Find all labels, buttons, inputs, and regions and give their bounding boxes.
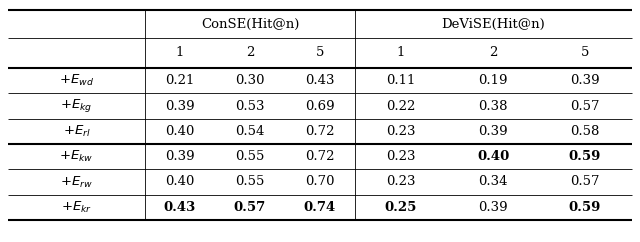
- Text: 0.39: 0.39: [478, 125, 508, 138]
- Text: $+E_{kg}$: $+E_{kg}$: [60, 98, 93, 114]
- Text: 0.57: 0.57: [570, 99, 600, 113]
- Text: 0.39: 0.39: [165, 99, 195, 113]
- Text: 0.58: 0.58: [570, 125, 600, 138]
- Text: 0.59: 0.59: [569, 201, 601, 214]
- Text: 0.43: 0.43: [164, 201, 196, 214]
- Text: 0.57: 0.57: [234, 201, 266, 214]
- Text: 0.30: 0.30: [236, 74, 265, 87]
- Text: 0.34: 0.34: [478, 175, 508, 189]
- Text: 2: 2: [246, 46, 254, 60]
- Text: 0.74: 0.74: [304, 201, 336, 214]
- Text: 1: 1: [176, 46, 184, 60]
- Text: 0.72: 0.72: [305, 125, 335, 138]
- Text: $+E_{wd}$: $+E_{wd}$: [59, 73, 94, 88]
- Text: 0.70: 0.70: [305, 175, 335, 189]
- Text: 0.39: 0.39: [165, 150, 195, 163]
- Text: 0.23: 0.23: [387, 125, 416, 138]
- Text: ConSE(Hit@n): ConSE(Hit@n): [201, 17, 299, 30]
- Text: 0.40: 0.40: [165, 125, 195, 138]
- Text: 1: 1: [397, 46, 405, 60]
- Text: 5: 5: [316, 46, 324, 60]
- Text: 0.11: 0.11: [387, 74, 416, 87]
- Text: $+E_{kr}$: $+E_{kr}$: [61, 200, 92, 215]
- Text: 0.72: 0.72: [305, 150, 335, 163]
- Text: $+E_{kw}$: $+E_{kw}$: [60, 149, 93, 164]
- Text: 0.53: 0.53: [236, 99, 265, 113]
- Text: 0.55: 0.55: [236, 175, 265, 189]
- Text: 0.54: 0.54: [236, 125, 265, 138]
- Text: 0.40: 0.40: [477, 150, 509, 163]
- Text: $+E_{rl}$: $+E_{rl}$: [63, 124, 90, 139]
- Text: 0.59: 0.59: [569, 150, 601, 163]
- Text: 0.21: 0.21: [165, 74, 195, 87]
- Text: 0.23: 0.23: [387, 175, 416, 189]
- Text: 0.22: 0.22: [387, 99, 416, 113]
- Text: DeViSE(Hit@n): DeViSE(Hit@n): [442, 17, 545, 30]
- Text: 0.39: 0.39: [570, 74, 600, 87]
- Text: $+E_{rw}$: $+E_{rw}$: [60, 174, 93, 189]
- Text: 0.19: 0.19: [478, 74, 508, 87]
- Text: 5: 5: [581, 46, 589, 60]
- Text: 0.25: 0.25: [385, 201, 417, 214]
- Text: 0.38: 0.38: [478, 99, 508, 113]
- Text: 0.23: 0.23: [387, 150, 416, 163]
- Text: 0.57: 0.57: [570, 175, 600, 189]
- Text: 0.69: 0.69: [305, 99, 335, 113]
- Text: 0.43: 0.43: [305, 74, 335, 87]
- Text: 0.39: 0.39: [478, 201, 508, 214]
- Text: 0.55: 0.55: [236, 150, 265, 163]
- Text: 0.40: 0.40: [165, 175, 195, 189]
- Text: 2: 2: [489, 46, 497, 60]
